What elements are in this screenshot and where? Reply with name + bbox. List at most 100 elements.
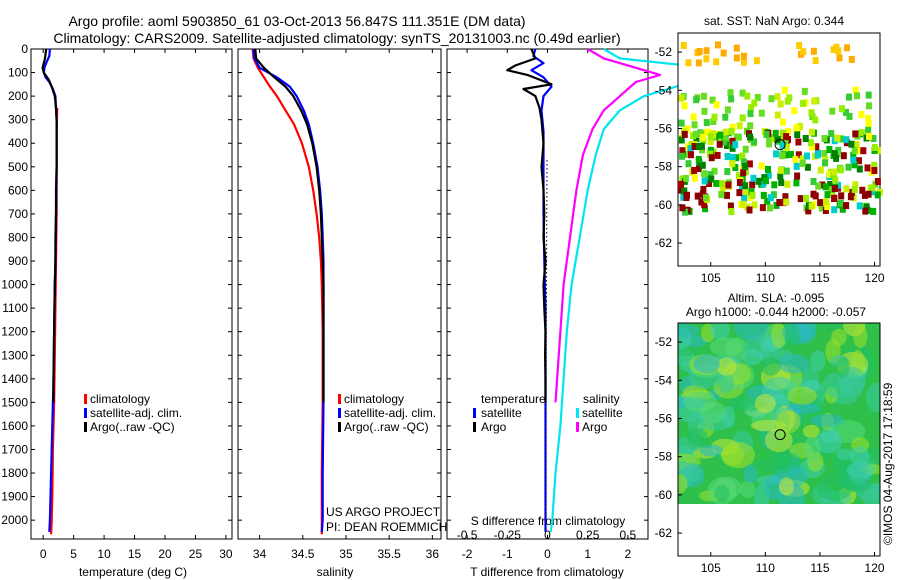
sst-cell bbox=[839, 205, 846, 213]
profile-line-argo-raw-qc bbox=[41, 48, 58, 403]
sst-cell bbox=[774, 111, 781, 119]
sst-cell bbox=[701, 177, 708, 185]
sst-argo-location-marker bbox=[774, 139, 786, 151]
depth-tick-label: 1900 bbox=[1, 490, 28, 504]
sst-cell bbox=[706, 180, 712, 187]
x-tick-label: 34 bbox=[253, 547, 267, 561]
sst-cell bbox=[744, 92, 751, 100]
sst-cell bbox=[767, 204, 773, 212]
sst-cell bbox=[679, 152, 685, 160]
sst-cell bbox=[722, 133, 729, 141]
sst-cell bbox=[678, 180, 684, 188]
depth-tick-label: 300 bbox=[8, 113, 28, 127]
x-tick-label: 35.5 bbox=[377, 547, 401, 561]
sst-cell bbox=[865, 126, 872, 134]
sst-cell bbox=[838, 192, 845, 200]
map-lon-tick-label: 110 bbox=[756, 561, 775, 575]
sst-cell bbox=[830, 46, 837, 53]
sst-cell bbox=[829, 107, 836, 115]
sst-cell bbox=[807, 139, 814, 147]
sst-cell bbox=[797, 195, 804, 203]
salinity-legend: climatology satellite-adj. clim. Argo(..… bbox=[338, 392, 436, 434]
sst-cell bbox=[850, 156, 857, 164]
sla-anomaly-blob bbox=[742, 349, 763, 366]
map-lat-tick-label: -54 bbox=[655, 373, 673, 387]
sst-cell bbox=[742, 182, 749, 190]
sst-cell bbox=[777, 100, 784, 108]
sst-cell bbox=[793, 162, 800, 170]
profile-line-argo-raw-qc bbox=[254, 48, 325, 403]
sst-cell bbox=[711, 113, 718, 121]
sst-cell bbox=[681, 102, 688, 110]
sst-cell bbox=[856, 202, 863, 210]
sst-cell bbox=[725, 181, 732, 189]
sst-cell bbox=[838, 135, 845, 143]
sst-map-title: sat. SST: NaN Argo: 0.344 bbox=[704, 14, 844, 28]
sst-cell bbox=[772, 129, 779, 137]
x-tick-label: 1 bbox=[584, 547, 591, 561]
sst-cell bbox=[858, 111, 865, 118]
sst-cell bbox=[804, 152, 810, 160]
sst-cell bbox=[856, 165, 863, 173]
sst-cell bbox=[801, 87, 808, 95]
sst-cell bbox=[836, 54, 843, 62]
sst-cell bbox=[768, 95, 775, 103]
sla-anomaly-blob bbox=[771, 323, 787, 348]
sst-cell bbox=[678, 186, 684, 194]
sst-cell bbox=[843, 202, 850, 210]
pi-label: PI: DEAN ROEMMICH bbox=[326, 520, 447, 534]
sst-cell bbox=[844, 44, 850, 52]
sst-cell bbox=[777, 172, 784, 180]
sst-cell bbox=[715, 41, 721, 49]
sst-cell bbox=[837, 199, 844, 207]
project-label: US ARGO PROJECT bbox=[326, 505, 441, 519]
sst-cell bbox=[682, 208, 689, 216]
sst-cell bbox=[859, 186, 866, 194]
sst-cell bbox=[707, 133, 714, 140]
sst-cell bbox=[691, 167, 698, 174]
sst-cell bbox=[795, 151, 802, 159]
sst-cell bbox=[783, 133, 790, 141]
sst-cell bbox=[817, 199, 824, 207]
sst-cell bbox=[709, 96, 716, 104]
sst-cell bbox=[852, 130, 859, 138]
depth-tick-label: 600 bbox=[8, 183, 28, 197]
sst-cell bbox=[685, 59, 692, 67]
sst-cell bbox=[694, 192, 701, 200]
sst-cell bbox=[821, 150, 828, 157]
sst-cell bbox=[753, 57, 760, 65]
sst-cell bbox=[846, 112, 853, 120]
sst-cell bbox=[869, 188, 876, 196]
sst-cell bbox=[810, 178, 817, 185]
sst-cell bbox=[821, 135, 828, 142]
sst-cell bbox=[718, 136, 725, 144]
sst-cell bbox=[834, 134, 841, 142]
sst-cell bbox=[729, 144, 736, 152]
depth-tick-label: 400 bbox=[8, 136, 28, 150]
sst-cell bbox=[722, 113, 729, 121]
sst-cell bbox=[758, 162, 765, 170]
sla-anomaly-blob bbox=[802, 424, 820, 438]
sla-anomaly-blob bbox=[743, 464, 758, 484]
sst-cell bbox=[701, 92, 707, 100]
sst-cell bbox=[871, 167, 878, 174]
sst-cell bbox=[684, 125, 691, 133]
depth-tick-label: 500 bbox=[8, 160, 28, 174]
sla-map bbox=[677, 322, 881, 557]
sst-cell bbox=[742, 162, 749, 170]
sst-cell bbox=[831, 150, 838, 158]
sst-cell bbox=[783, 167, 790, 175]
sst-cell bbox=[827, 181, 834, 188]
sst-cell bbox=[808, 109, 815, 117]
sst-cell bbox=[687, 145, 694, 153]
temperature-panel-frame bbox=[30, 48, 233, 540]
sst-cell bbox=[720, 49, 727, 57]
sst-cell bbox=[691, 143, 698, 150]
sst-cell bbox=[804, 163, 811, 171]
sst-cell bbox=[850, 151, 857, 159]
legend-swatch-s-argo bbox=[576, 422, 579, 432]
s-difference-tick-label: -0.5 bbox=[457, 528, 478, 542]
sst-cell bbox=[852, 86, 859, 94]
sst-cell bbox=[865, 190, 872, 198]
sst-cell bbox=[754, 94, 761, 101]
